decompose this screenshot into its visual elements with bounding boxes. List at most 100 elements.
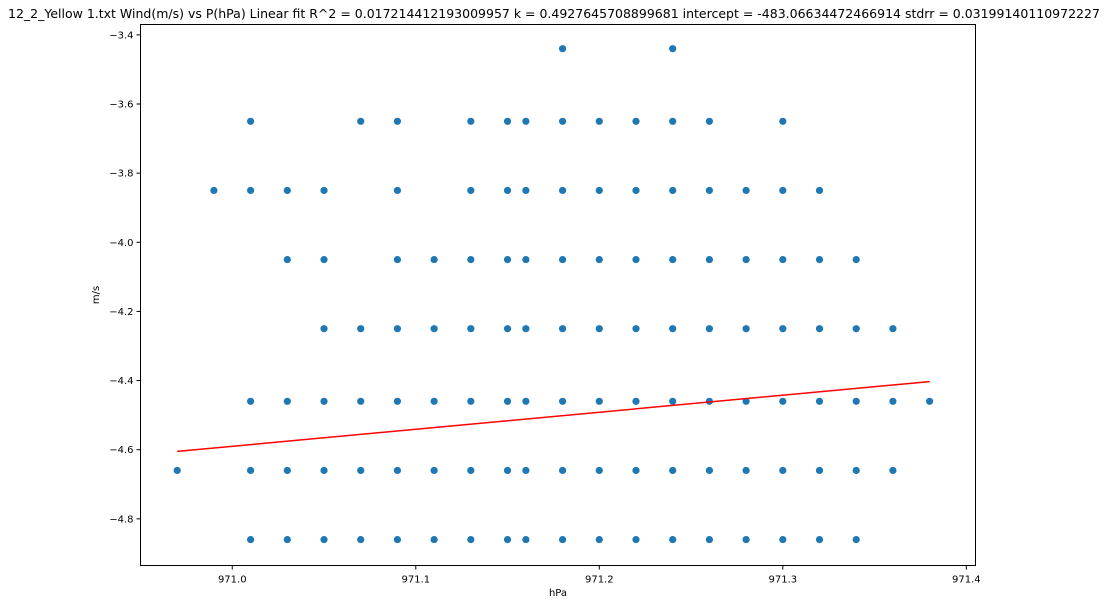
y-axis-ticks: −4.8 −4.6 −4.4 −4.2 −4.0 −3.8 −3.6 −3.4 — [109, 30, 141, 525]
data-point-33 — [430, 466, 438, 475]
data-point-4 — [247, 397, 255, 405]
data-point-8 — [283, 255, 291, 264]
data-point-66 — [595, 255, 603, 264]
data-point-107 — [815, 255, 824, 264]
data-point-57 — [558, 117, 567, 125]
data-point-64 — [595, 117, 603, 125]
data-point-52 — [522, 325, 530, 333]
data-point-51 — [522, 255, 530, 264]
data-point-43 — [503, 186, 512, 195]
data-point-42 — [503, 117, 512, 125]
data-point-11 — [283, 535, 291, 544]
data-point-65 — [595, 186, 603, 195]
data-point-89 — [705, 325, 714, 333]
data-point-70 — [595, 535, 603, 544]
data-point-102 — [779, 325, 787, 333]
data-point-95 — [742, 325, 750, 333]
data-point-104 — [779, 466, 787, 475]
data-point-79 — [669, 117, 677, 125]
data-point-93 — [742, 186, 750, 195]
data-point-28 — [393, 466, 402, 475]
data-point-98 — [742, 535, 750, 544]
data-point-38 — [467, 325, 475, 333]
data-point-74 — [632, 325, 640, 333]
data-point-46 — [503, 397, 512, 405]
data-point-58 — [558, 186, 567, 195]
data-point-7 — [283, 186, 291, 195]
data-point-25 — [393, 255, 402, 264]
data-point-73 — [632, 255, 640, 264]
y-tick-label-0: −4.8 — [109, 514, 133, 525]
data-point-49 — [522, 117, 530, 125]
data-point-34 — [430, 535, 438, 544]
data-point-67 — [595, 325, 603, 333]
axes-frame — [140, 24, 976, 566]
data-point-100 — [779, 186, 787, 195]
data-point-30 — [430, 255, 438, 264]
data-point-101 — [779, 255, 787, 264]
data-point-117 — [889, 325, 897, 333]
data-point-22 — [357, 535, 365, 544]
data-point-77 — [632, 535, 640, 544]
data-point-86 — [705, 117, 714, 125]
y-tick-label-2: −4.4 — [109, 376, 133, 387]
data-point-88 — [705, 255, 714, 264]
data-point-112 — [852, 255, 860, 264]
scatter-points — [173, 45, 934, 544]
data-point-16 — [320, 466, 328, 475]
data-point-99 — [779, 117, 787, 125]
y-tick-label-5: −3.8 — [109, 169, 133, 180]
data-point-83 — [669, 397, 677, 405]
data-point-47 — [503, 466, 512, 475]
data-point-68 — [595, 397, 603, 405]
data-point-87 — [705, 186, 714, 195]
data-point-94 — [742, 255, 750, 264]
data-point-29 — [393, 535, 402, 544]
data-point-82 — [669, 325, 677, 333]
data-point-27 — [393, 397, 402, 405]
data-point-72 — [632, 186, 640, 195]
data-point-5 — [247, 466, 255, 475]
data-point-103 — [779, 397, 787, 405]
data-point-84 — [669, 466, 677, 475]
data-point-41 — [467, 535, 475, 544]
data-point-62 — [558, 466, 567, 475]
data-point-92 — [705, 535, 714, 544]
x-tick-label-3: 971.3 — [768, 575, 797, 586]
data-point-0 — [173, 466, 181, 475]
data-point-13 — [320, 255, 328, 264]
x-axis-label: hPa — [549, 588, 567, 599]
data-point-2 — [247, 117, 255, 125]
data-point-76 — [632, 466, 640, 475]
data-point-60 — [558, 325, 567, 333]
data-point-55 — [522, 535, 530, 544]
x-tick-label-0: 971.0 — [218, 575, 247, 586]
data-point-3 — [247, 186, 255, 195]
data-point-9 — [283, 397, 291, 405]
data-point-24 — [393, 186, 402, 195]
y-tick-label-4: −4.0 — [109, 238, 133, 249]
fit-line — [177, 380, 930, 453]
data-point-75 — [632, 397, 640, 405]
data-point-69 — [595, 466, 603, 475]
data-point-120 — [926, 397, 934, 405]
data-point-71 — [632, 117, 640, 125]
data-point-78 — [669, 45, 677, 53]
data-point-1 — [210, 186, 218, 195]
x-tick-label-4: 971.4 — [952, 575, 981, 586]
fit-line-layer — [177, 380, 930, 453]
data-point-6 — [247, 535, 255, 544]
x-tick-label-2: 971.2 — [585, 575, 614, 586]
data-point-23 — [393, 117, 402, 125]
data-point-39 — [467, 397, 475, 405]
data-point-105 — [779, 535, 787, 544]
data-point-48 — [503, 535, 512, 544]
data-point-61 — [558, 397, 567, 405]
data-point-17 — [320, 535, 328, 544]
data-point-31 — [430, 325, 438, 333]
data-point-108 — [815, 325, 824, 333]
data-point-10 — [283, 466, 291, 475]
data-point-114 — [852, 397, 860, 405]
y-tick-label-7: −3.4 — [109, 30, 133, 41]
